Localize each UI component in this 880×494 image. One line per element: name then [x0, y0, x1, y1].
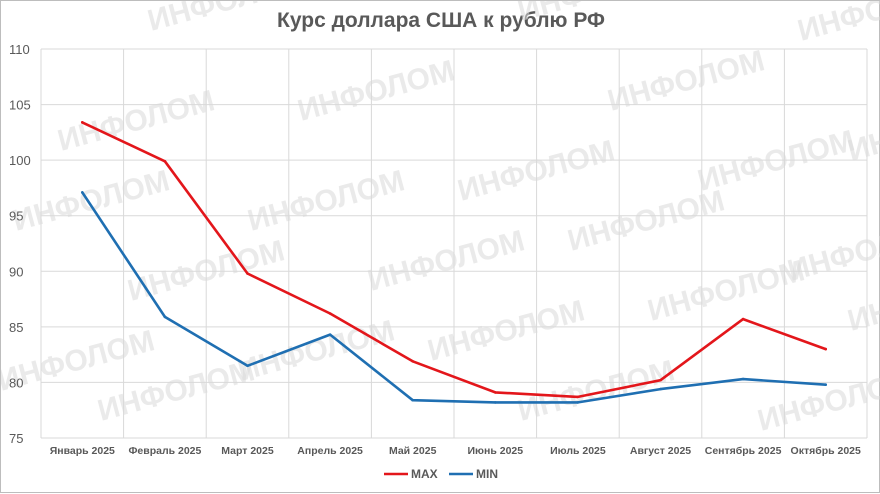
y-tick-label: 80	[9, 375, 23, 390]
watermark-text: ИНФОЛОМ	[514, 1, 678, 28]
watermark-text: ИНФОЛОМ	[794, 1, 880, 48]
data-point-max	[246, 272, 249, 275]
x-tick-label: Август 2025	[630, 445, 691, 457]
data-point-max	[494, 391, 497, 394]
x-tick-label: Май 2025	[389, 445, 437, 457]
x-tick-label: Октябрь 2025	[791, 445, 861, 457]
x-tick-label: Июнь 2025	[468, 445, 524, 457]
data-point-max	[659, 378, 662, 382]
watermark-text: ИНФОЛОМ	[364, 224, 528, 297]
x-tick-label: Апрель 2025	[297, 445, 363, 457]
watermark-text: ИНФОЛОМ	[234, 314, 398, 387]
watermark-text: ИНФОЛОМ	[644, 254, 808, 327]
data-point-min	[411, 398, 415, 402]
y-tick-label: 85	[9, 320, 23, 335]
x-tick-label: Март 2025	[221, 445, 274, 457]
series-line-min	[81, 191, 827, 404]
data-point-max	[163, 159, 167, 163]
data-point-min	[328, 333, 332, 336]
series-line-max	[81, 121, 827, 399]
data-point-max	[741, 317, 745, 321]
data-point-max	[328, 312, 332, 315]
data-point-max	[81, 121, 84, 124]
watermark-text: ИНФОЛОМ	[564, 184, 728, 257]
y-tick-label: 105	[9, 98, 31, 113]
data-point-max	[576, 395, 580, 399]
watermark-text: ИНФОЛОМ	[844, 264, 880, 337]
y-tick-label: 75	[9, 431, 23, 446]
watermark-text: ИНФОЛОМ	[9, 164, 173, 237]
data-point-min	[741, 377, 745, 381]
y-tick-label: 90	[9, 264, 23, 279]
legend-label-max: MAX	[411, 467, 438, 481]
watermark-text: ИНФОЛОМ	[604, 44, 768, 117]
data-point-min	[659, 387, 662, 391]
y-tick-label: 95	[9, 209, 23, 224]
watermark-text: ИНФОЛОМ	[244, 164, 408, 237]
watermark-text: ИНФОЛОМ	[294, 54, 458, 127]
legend: MAX MIN	[384, 467, 498, 481]
grid	[40, 48, 868, 439]
x-tick-label: Сентябрь 2025	[705, 445, 782, 457]
data-point-max	[411, 360, 415, 363]
data-point-min	[81, 191, 84, 194]
data-point-min	[163, 315, 167, 319]
legend-label-min: MIN	[476, 467, 498, 481]
y-tick-label: 100	[9, 153, 31, 168]
x-tick-label: Январь 2025	[50, 445, 115, 457]
y-tick-label: 110	[9, 42, 30, 57]
data-point-min	[576, 401, 580, 404]
chart-title: Курс доллара США к рублю РФ	[277, 9, 605, 32]
watermark-text: ИНФОЛОМ	[424, 294, 588, 367]
data-point-min	[246, 364, 249, 368]
x-tick-label: Февраль 2025	[128, 445, 201, 457]
data-point-min	[494, 401, 497, 404]
x-tick-label: Июль 2025	[550, 445, 606, 457]
watermark-text: ИНФОЛОМ	[754, 364, 880, 437]
data-point-max	[824, 347, 827, 351]
data-point-min	[824, 383, 827, 386]
watermark-text: ИНФОЛОМ	[144, 1, 308, 38]
